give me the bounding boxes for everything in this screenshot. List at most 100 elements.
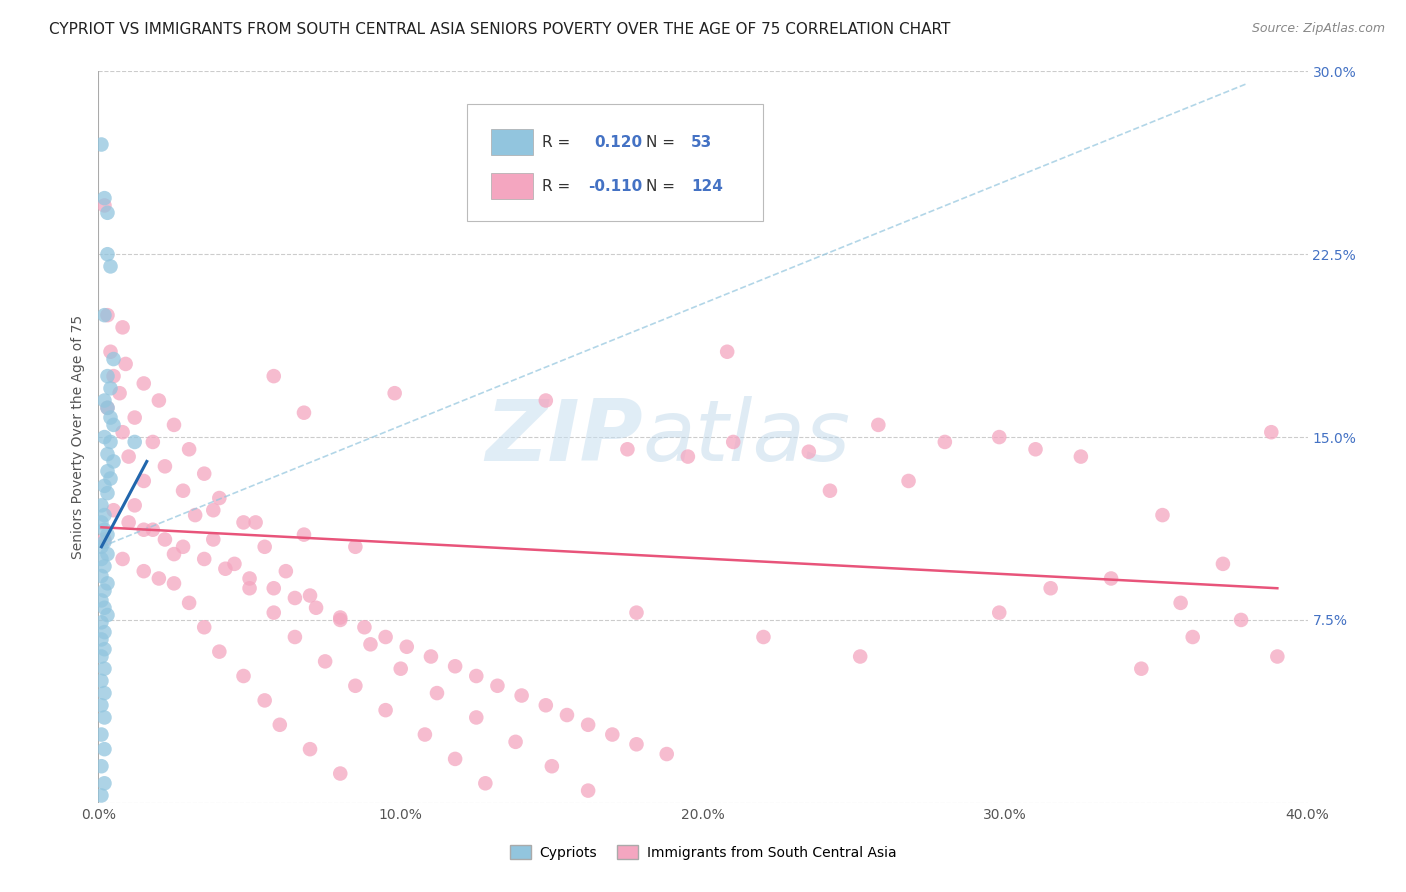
Point — [93, 533, 115, 547]
Point — [124, 499, 146, 513]
Text: N =: N = — [647, 135, 681, 150]
Point — [163, 576, 186, 591]
Point — [752, 630, 775, 644]
Point — [184, 508, 207, 522]
Point — [384, 386, 406, 401]
Point — [193, 620, 215, 634]
Point — [263, 369, 285, 384]
Point — [868, 417, 890, 432]
Point — [1024, 442, 1046, 457]
Point — [124, 410, 146, 425]
Point — [555, 708, 578, 723]
Point — [1267, 649, 1289, 664]
Point — [232, 516, 254, 530]
Point — [96, 369, 118, 384]
Point — [1181, 630, 1204, 644]
Point — [111, 320, 134, 334]
Text: 53: 53 — [690, 135, 713, 150]
Point — [114, 357, 136, 371]
Point — [292, 527, 315, 541]
Point — [96, 464, 118, 478]
Point — [103, 454, 125, 468]
Point — [90, 137, 112, 152]
Text: R =: R = — [543, 178, 575, 194]
Point — [797, 444, 820, 458]
Point — [100, 434, 122, 449]
Text: -0.110: -0.110 — [588, 178, 643, 194]
Point — [329, 613, 352, 627]
Text: 124: 124 — [690, 178, 723, 194]
Point — [1099, 572, 1122, 586]
Point — [655, 747, 678, 761]
Point — [389, 662, 412, 676]
Point — [132, 376, 155, 391]
Point — [616, 442, 638, 457]
Point — [93, 583, 115, 598]
Point — [208, 491, 231, 505]
Point — [93, 662, 115, 676]
Text: 0.120: 0.120 — [595, 135, 643, 150]
Point — [299, 589, 322, 603]
Point — [96, 401, 118, 415]
Point — [299, 742, 322, 756]
Point — [93, 393, 115, 408]
Point — [100, 344, 122, 359]
Point — [96, 247, 118, 261]
Point — [172, 540, 194, 554]
Point — [108, 386, 131, 401]
Point — [269, 718, 291, 732]
Text: CYPRIOT VS IMMIGRANTS FROM SOUTH CENTRAL ASIA SENIORS POVERTY OVER THE AGE OF 75: CYPRIOT VS IMMIGRANTS FROM SOUTH CENTRAL… — [49, 22, 950, 37]
Point — [1230, 613, 1253, 627]
Point — [103, 503, 125, 517]
Point — [153, 459, 176, 474]
Point — [90, 673, 112, 688]
Point — [90, 727, 112, 741]
Point — [93, 308, 115, 322]
Point — [395, 640, 418, 654]
Point — [142, 434, 165, 449]
Point — [93, 625, 115, 640]
Point — [353, 620, 375, 634]
Point — [576, 783, 599, 797]
Point — [93, 508, 115, 522]
Point — [93, 198, 115, 212]
Point — [344, 679, 367, 693]
Point — [253, 693, 276, 707]
Point — [111, 425, 134, 440]
Point — [360, 637, 382, 651]
Point — [96, 206, 118, 220]
Point — [934, 434, 956, 449]
Point — [374, 703, 396, 717]
Point — [202, 503, 225, 517]
Point — [602, 727, 624, 741]
Point — [93, 559, 115, 574]
Point — [193, 467, 215, 481]
Point — [96, 308, 118, 322]
Point — [90, 632, 112, 647]
Point — [1152, 508, 1174, 522]
Point — [344, 540, 367, 554]
Point — [90, 540, 112, 554]
Point — [263, 581, 285, 595]
Point — [716, 344, 738, 359]
Point — [179, 596, 201, 610]
Point — [374, 630, 396, 644]
Point — [245, 516, 267, 530]
FancyBboxPatch shape — [467, 104, 763, 221]
Point — [90, 499, 112, 513]
Point — [486, 679, 509, 693]
Point — [1070, 450, 1092, 464]
Point — [474, 776, 496, 790]
Point — [232, 669, 254, 683]
Point — [96, 486, 118, 500]
Point — [305, 600, 328, 615]
Point — [93, 710, 115, 724]
Point — [420, 649, 443, 664]
Point — [90, 698, 112, 713]
Text: R =: R = — [543, 135, 575, 150]
Point — [540, 759, 562, 773]
Point — [100, 410, 122, 425]
Point — [93, 191, 115, 205]
Point — [93, 479, 115, 493]
Point — [284, 591, 307, 605]
